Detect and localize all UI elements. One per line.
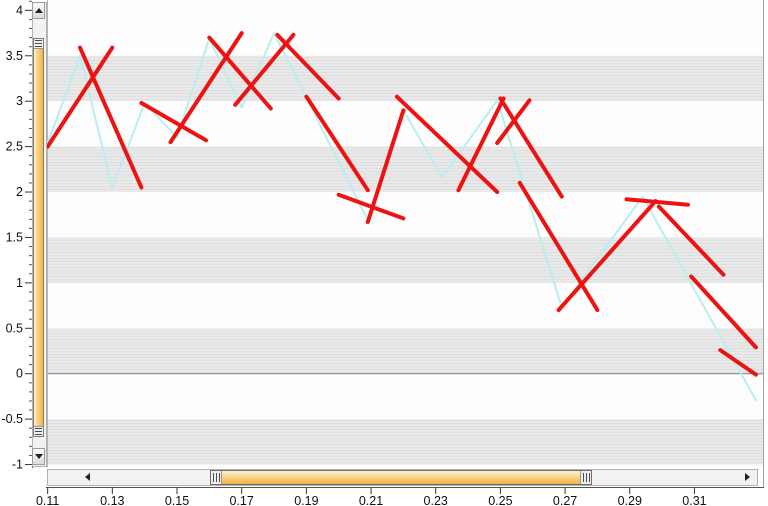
- y-tick-label: 1: [16, 276, 23, 290]
- series-trend-segments: [456, 96, 506, 193]
- x-tick-label: 0.27: [553, 494, 577, 506]
- series-trend-segments: [233, 32, 296, 107]
- y-tick-label: 3: [16, 94, 23, 108]
- x-tick-label: 0.19: [294, 494, 318, 506]
- drag-grip-icon[interactable]: [580, 471, 591, 484]
- x-tick-label: 0.23: [424, 494, 448, 506]
- right-arrow-icon[interactable]: [745, 473, 750, 481]
- series-trend-segments: [168, 31, 244, 145]
- y-tick-label: -0.5: [1, 412, 23, 426]
- horizontal-range-thumb[interactable]: [210, 470, 592, 485]
- grid-band: [47, 419, 763, 465]
- y-tick-label: -1: [12, 458, 23, 472]
- scroll-up-button[interactable]: [32, 2, 45, 19]
- x-tick-label: 0.21: [359, 494, 383, 506]
- series-trend-segments: [275, 32, 341, 101]
- x-tick-label: 0.29: [618, 494, 642, 506]
- down-arrow-icon: [34, 454, 43, 459]
- x-tick-label: 0.17: [230, 494, 254, 506]
- series-trend-segments: [689, 274, 758, 350]
- x-tick-label: 0.11: [36, 494, 59, 506]
- y-tick-label: 0.5: [6, 321, 23, 335]
- y-tick-label: 2.5: [6, 140, 23, 154]
- y-tick-label: 4: [16, 3, 23, 17]
- grid-band: [47, 328, 763, 374]
- grid-band: [47, 146, 763, 193]
- x-tick-label: 0.25: [488, 494, 512, 506]
- series-trend-segments: [498, 96, 564, 199]
- x-tick-label: 0.15: [165, 494, 189, 506]
- left-arrow-icon[interactable]: [85, 473, 90, 481]
- series-trend-segments: [207, 35, 273, 111]
- series-trend-segments: [78, 45, 144, 190]
- drag-grip-icon[interactable]: [211, 471, 222, 484]
- vertical-scrollbar[interactable]: [32, 2, 47, 467]
- series-trend-segments: [556, 199, 658, 313]
- drag-grip-icon[interactable]: [34, 426, 43, 436]
- series-trend-segments: [517, 180, 600, 313]
- series-trend-segments: [365, 108, 406, 224]
- series-trend-segments: [624, 197, 690, 207]
- grid-band: [47, 55, 763, 102]
- grid-band: [47, 237, 763, 283]
- series-trend-segments: [718, 348, 758, 377]
- series-trend-segments: [139, 101, 209, 143]
- series-trend-segments: [656, 204, 726, 277]
- series-price-zigzag: [46, 32, 757, 402]
- up-arrow-icon: [34, 8, 43, 13]
- series-trend-segments: [304, 94, 370, 193]
- vertical-range-thumb[interactable]: [33, 38, 44, 437]
- y-tick-label: 3.5: [6, 49, 23, 63]
- horizontal-scrollbar[interactable]: [47, 469, 758, 486]
- x-tick-label: 0.13: [100, 494, 124, 506]
- y-tick-label: 2: [16, 185, 23, 199]
- x-tick-label: 0.31: [682, 494, 706, 506]
- y-tick-label: 0: [16, 367, 23, 381]
- series-trend-segments: [45, 45, 115, 149]
- y-tick-label: 1.5: [6, 230, 23, 244]
- scroll-down-button[interactable]: [32, 448, 45, 465]
- series-trend-segments: [394, 94, 500, 194]
- drag-grip-icon[interactable]: [34, 39, 43, 49]
